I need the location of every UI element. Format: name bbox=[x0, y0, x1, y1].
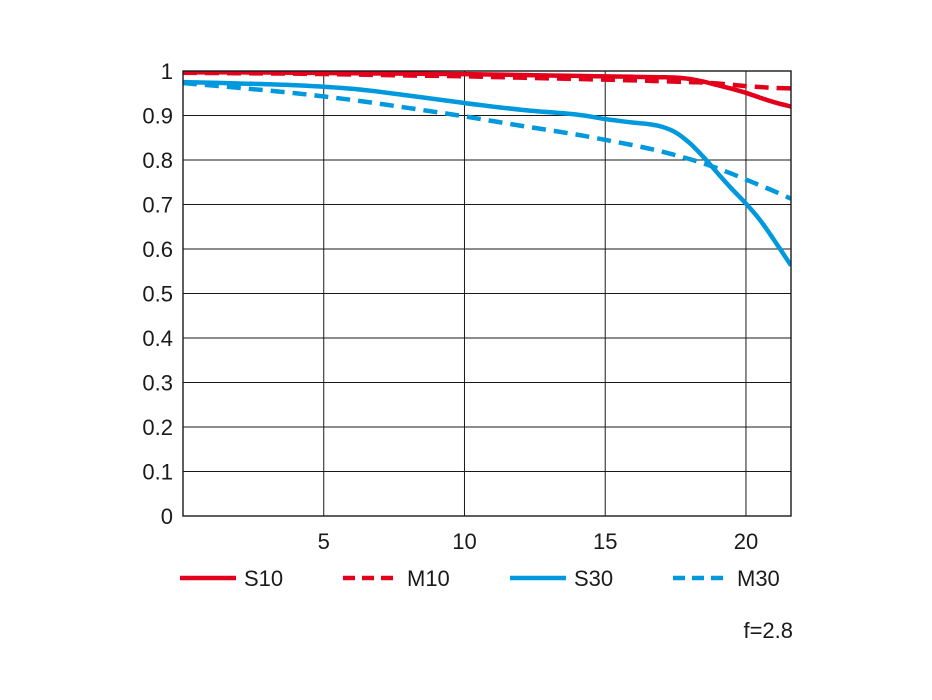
legend-label-s30: S30 bbox=[574, 566, 613, 591]
x-tick-label: 10 bbox=[452, 529, 476, 554]
y-tick-label: 0.1 bbox=[142, 460, 173, 485]
aperture-annotation: f=2.8 bbox=[743, 618, 793, 643]
x-tick-label: 5 bbox=[318, 529, 330, 554]
x-tick-label: 15 bbox=[593, 529, 617, 554]
y-axis-ticks: 0 0.1 0.2 0.3 0.4 0.5 0.6 0.7 0.8 0.9 1 bbox=[142, 59, 173, 529]
y-tick-label: 0.8 bbox=[142, 148, 173, 173]
y-tick-label: 0.3 bbox=[142, 371, 173, 396]
x-tick-label: 20 bbox=[734, 529, 758, 554]
legend: S10 M10 S30 M30 bbox=[180, 566, 780, 591]
series-line-s30 bbox=[183, 79, 791, 267]
y-tick-label: 1 bbox=[161, 59, 173, 84]
x-axis-ticks: 5 10 15 20 bbox=[318, 529, 759, 554]
legend-label-m10: M10 bbox=[407, 566, 450, 591]
series-line-m30 bbox=[183, 80, 791, 201]
y-tick-label: 0.9 bbox=[142, 104, 173, 129]
y-tick-label: 0.4 bbox=[142, 326, 173, 351]
y-tick-label: 0.2 bbox=[142, 415, 173, 440]
y-tick-label: 0 bbox=[161, 504, 173, 529]
y-tick-label: 0.7 bbox=[142, 193, 173, 218]
legend-label-s10: S10 bbox=[244, 566, 283, 591]
y-tick-label: 0.5 bbox=[142, 282, 173, 307]
legend-label-m30: M30 bbox=[737, 566, 780, 591]
series-layer bbox=[183, 71, 791, 267]
plot-frame bbox=[182, 70, 792, 517]
series-line-s10 bbox=[183, 71, 791, 109]
y-tick-label: 0.6 bbox=[142, 237, 173, 262]
